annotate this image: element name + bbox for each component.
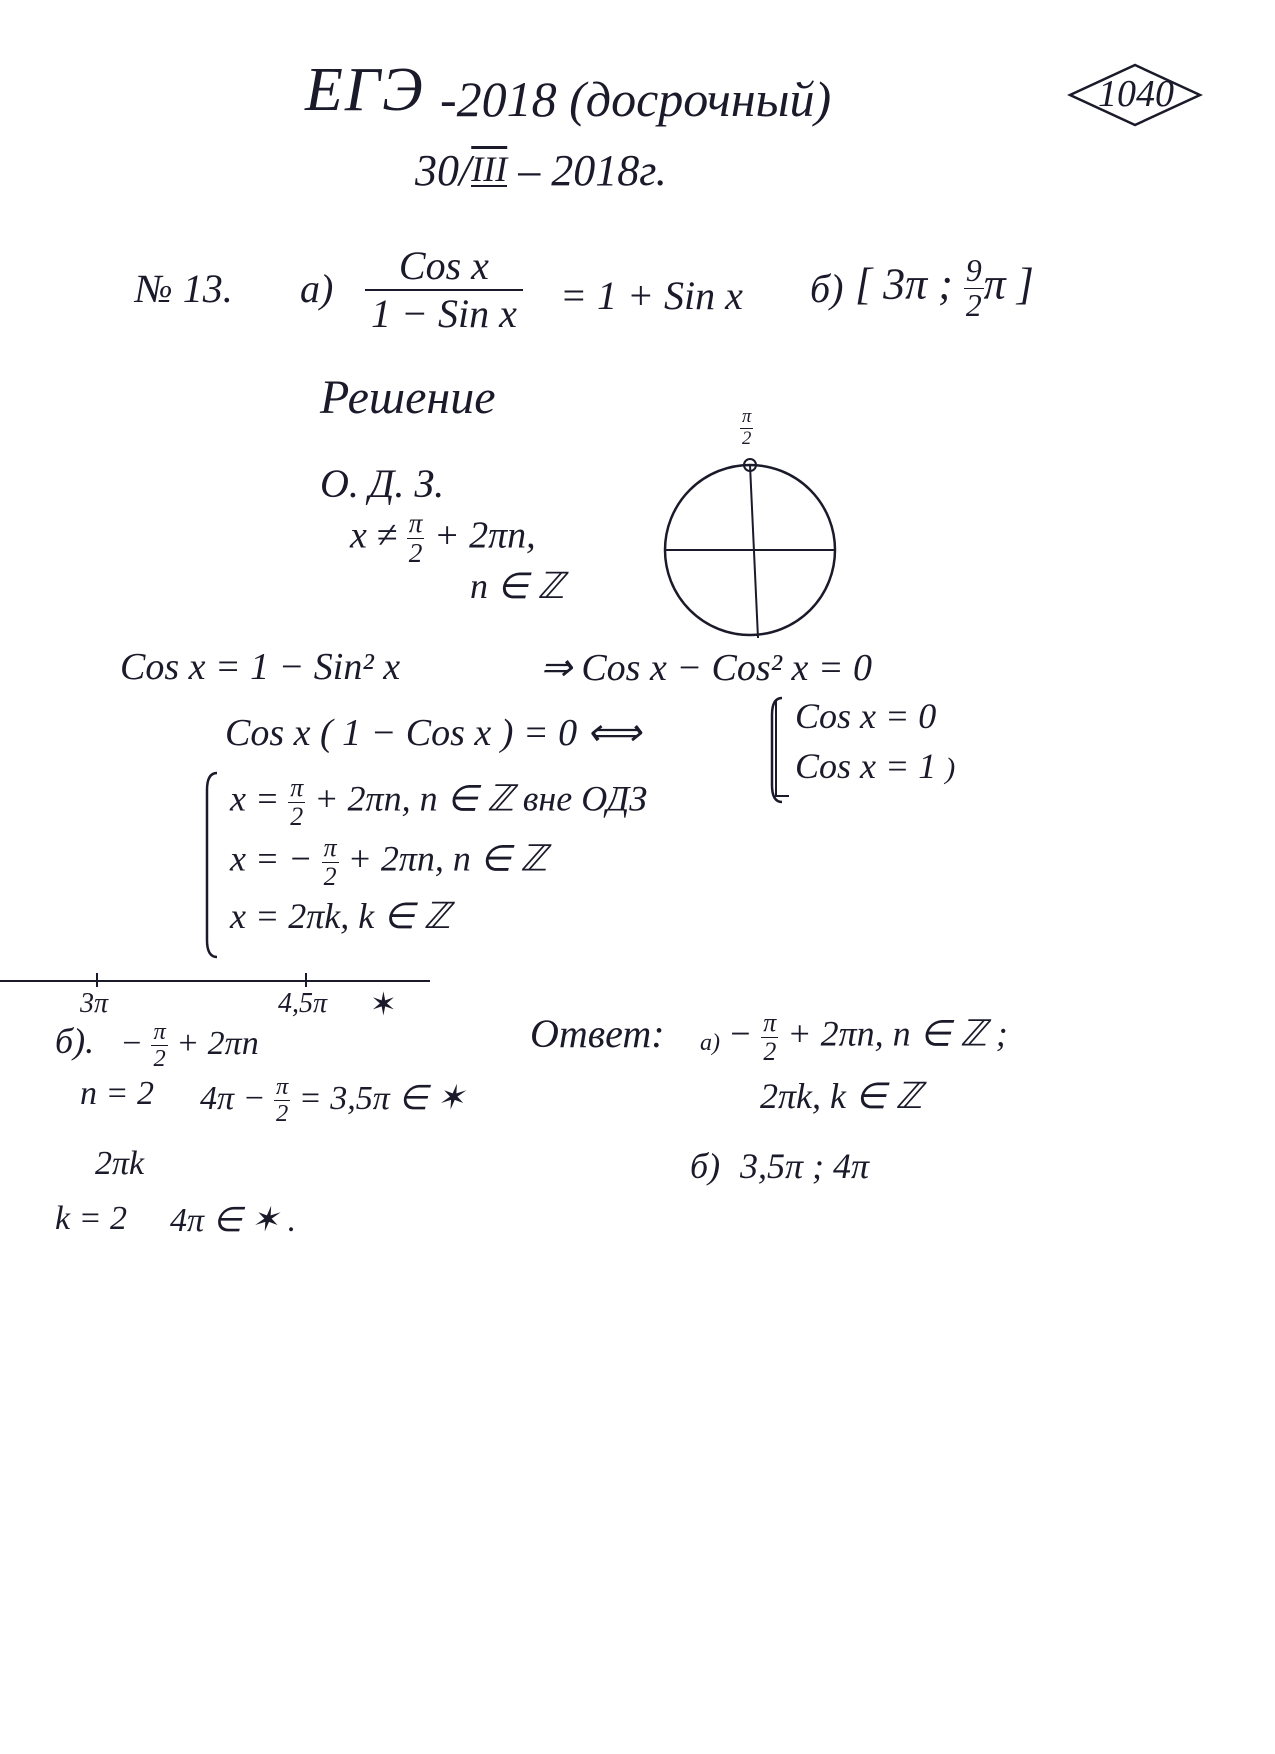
- interval: [ 3π ; 92π ]: [855, 255, 1034, 321]
- unit-circle: [640, 430, 860, 650]
- interval-left: 3π: [883, 259, 927, 308]
- equation-lhs: Cos x 1 − Sin x: [365, 245, 523, 335]
- date: 30/III – 2018г.: [415, 145, 667, 196]
- part-a-label: а): [300, 265, 333, 312]
- problem-number: № 13.: [135, 265, 233, 312]
- work-l1b: ⇒ Cos x − Cos² x = 0: [540, 645, 872, 690]
- tick-45pi: [305, 973, 307, 987]
- answer-b-lbl: б): [690, 1145, 720, 1187]
- br3: x = 2πk, k ∈ ℤ: [230, 895, 450, 937]
- tick-3pi: [96, 973, 98, 987]
- partb-row4a: k = 2: [55, 1200, 127, 1238]
- nl-left: 3π: [80, 988, 108, 1020]
- eq-numerator: Cos x: [365, 245, 523, 291]
- date-month: III: [471, 149, 507, 189]
- page: 1040 ЕГЭ -2018 (досрочный) 30/III – 2018…: [0, 0, 1275, 1754]
- equation-rhs: = 1 + Sin x: [560, 272, 743, 319]
- part-b-label: б): [810, 265, 843, 312]
- nl-right: 4,5π: [278, 988, 327, 1020]
- odz-label: О. Д. З.: [320, 460, 444, 507]
- circle-top-label: π2: [740, 408, 753, 448]
- partb-row4b: 4π ∈ ✶ .: [170, 1200, 296, 1240]
- eq-denominator: 1 − Sin x: [365, 291, 523, 335]
- partb-label: б).: [55, 1020, 94, 1062]
- partb-row1: − π2 + 2πn: [120, 1020, 259, 1072]
- answer-b: 3,5π ; 4π: [740, 1145, 869, 1187]
- answer-label: Ответ:: [530, 1010, 665, 1057]
- partb-row2b: 4π − π2 = 3,5π ∈ ✶: [200, 1075, 465, 1127]
- answer-a1: − π2 + 2πn, n ∈ ℤ ;: [728, 1010, 1008, 1065]
- sys2: Cos x = 1 ): [795, 745, 955, 787]
- number-line: [0, 980, 430, 982]
- work-l1a: Cos x = 1 − Sin² x: [120, 645, 400, 689]
- union-bracket: [203, 770, 223, 960]
- work-l2: Cos x ( 1 − Cos x ) = 0 ⟺: [225, 710, 641, 755]
- partb-row3: 2πk: [95, 1145, 144, 1183]
- solution-label: Решение: [320, 370, 496, 425]
- page-number: 1040: [1098, 72, 1174, 116]
- br2: x = − π2 + 2πn, n ∈ ℤ: [230, 835, 547, 890]
- odz-nz: n ∈ ℤ: [470, 565, 564, 607]
- sys1: Cos x = 0: [795, 695, 936, 737]
- nl-star: ✶: [370, 985, 397, 1023]
- answer-a2: 2πk, k ∈ ℤ: [760, 1075, 922, 1117]
- partb-row2a: n = 2: [80, 1075, 154, 1113]
- date-day: 30: [415, 146, 459, 195]
- br1: x = π2 + 2πn, n ∈ ℤ вне ОДЗ: [230, 775, 647, 830]
- title-year: -2018 (досрочный): [440, 70, 831, 128]
- odz-line: x ≠ π2 + 2πn,: [350, 510, 536, 568]
- answer-a-lbl: а): [700, 1030, 720, 1057]
- system-bracket-svg: [768, 695, 788, 805]
- date-rest: – 2018г.: [507, 146, 667, 195]
- title-ege: ЕГЭ: [305, 55, 425, 126]
